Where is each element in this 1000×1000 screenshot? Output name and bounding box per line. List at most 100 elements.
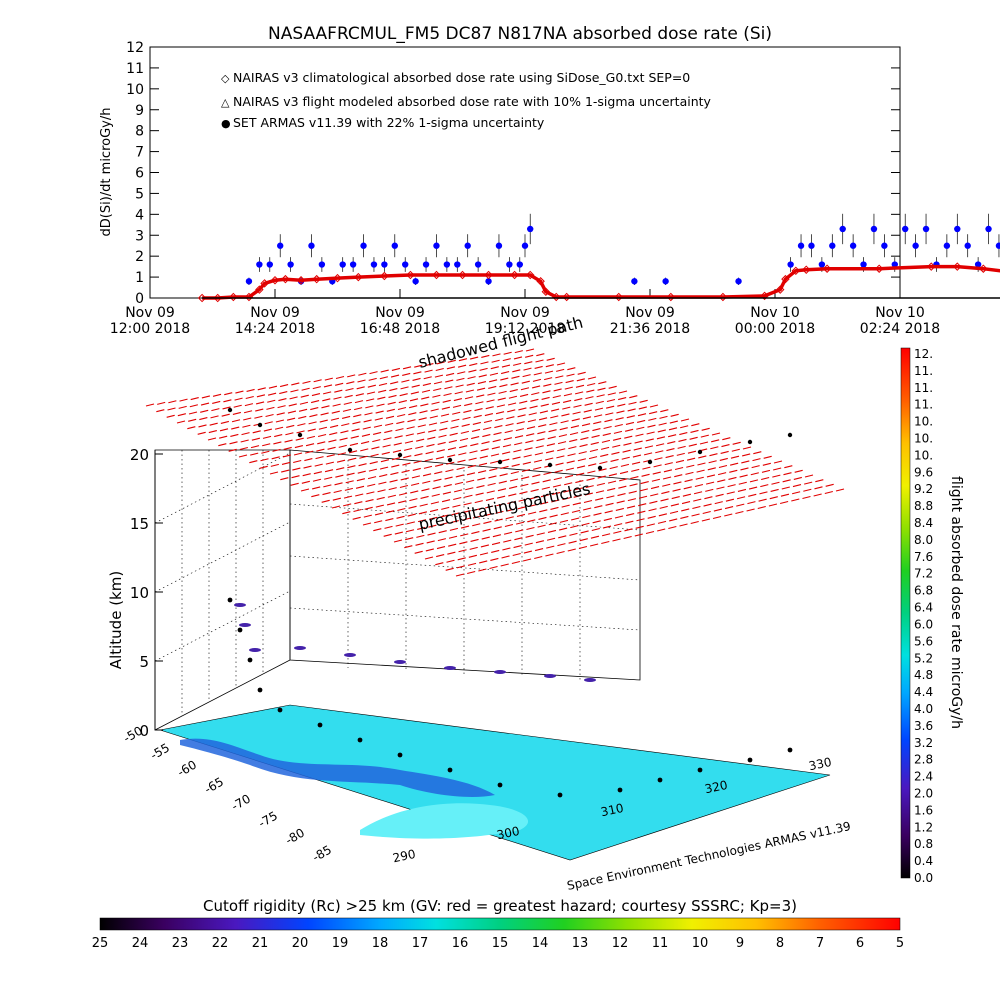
- particle-mark: [323, 384, 333, 388]
- particle-mark: [240, 439, 249, 443]
- particle-mark: [296, 430, 305, 434]
- particle-mark: [401, 379, 410, 383]
- particle-mark: [354, 400, 364, 404]
- particle-mark: [489, 468, 498, 472]
- nairas-clim-point: [525, 270, 535, 280]
- particle-mark: [438, 434, 447, 438]
- particle-mark: [207, 437, 217, 441]
- colorbar-right-tick: 5.6: [914, 634, 933, 648]
- particle-mark: [429, 516, 438, 520]
- particle-mark: [690, 429, 699, 433]
- particle-mark: [412, 467, 421, 471]
- particle-mark: [546, 357, 555, 361]
- particle-mark: [663, 469, 673, 473]
- armas-point: [797, 242, 805, 249]
- particle-mark: [512, 369, 521, 373]
- particle-mark: [608, 385, 617, 389]
- particle-mark: [336, 467, 345, 471]
- particle-mark: [343, 503, 352, 507]
- flight-path-mark-top: [347, 447, 353, 453]
- particle-mark: [464, 403, 473, 407]
- particle-mark: [634, 533, 643, 537]
- colorbar-right-tick: 2.4: [914, 770, 933, 784]
- particle-mark: [367, 384, 376, 388]
- particle-mark: [700, 434, 709, 438]
- particle-mark: [480, 361, 489, 365]
- particle-mark: [188, 411, 198, 415]
- z-tick-label: 20: [130, 446, 149, 464]
- particle-mark: [626, 513, 635, 517]
- particle-mark: [689, 436, 698, 440]
- particle-mark: [568, 540, 577, 544]
- particle-mark: [532, 474, 541, 478]
- particle-mark: [179, 398, 188, 402]
- particle-mark: [463, 409, 472, 413]
- particle-mark: [302, 380, 311, 384]
- particle-mark: [531, 481, 540, 485]
- particle-mark: [383, 437, 392, 441]
- particle-mark: [267, 392, 277, 396]
- particle-mark: [465, 487, 474, 491]
- particle-mark: [525, 440, 534, 444]
- particle-mark: [456, 377, 465, 381]
- particle-mark: [661, 491, 670, 495]
- particle-mark: [274, 426, 284, 430]
- particle-mark: [548, 429, 557, 433]
- z-axis-label: Altitude (km): [107, 571, 125, 669]
- armas-point: [922, 225, 930, 233]
- particle-mark: [425, 548, 434, 552]
- flight-path-mark-low: [247, 657, 253, 663]
- particle-mark: [717, 479, 726, 483]
- particle-mark: [742, 446, 752, 450]
- particle-mark: [642, 466, 651, 470]
- particle-mark: [580, 436, 589, 441]
- particle-mark: [252, 430, 261, 434]
- particle-mark: [721, 444, 730, 448]
- particle-mark: [422, 473, 432, 477]
- particle-mark: [507, 402, 517, 406]
- particle-mark: [487, 482, 496, 486]
- flight-path-mark-low: [317, 722, 323, 728]
- particle-mark: [475, 401, 484, 405]
- particle-mark: [243, 417, 252, 421]
- particle-mark: [637, 413, 647, 417]
- particle-mark: [596, 482, 605, 486]
- particle-mark: [339, 437, 348, 441]
- particle-mark: [531, 385, 541, 389]
- particle-mark: [251, 437, 260, 441]
- particle-mark: [483, 520, 492, 524]
- particle-mark: [493, 526, 502, 530]
- particle-mark: [397, 406, 407, 411]
- particle-mark: [435, 367, 444, 372]
- particle-mark: [551, 401, 561, 405]
- particle-mark: [324, 476, 333, 480]
- particle-mark: [502, 358, 511, 362]
- armas-point: [985, 225, 992, 233]
- particle-mark: [569, 439, 578, 443]
- particle-mark: [587, 470, 596, 474]
- particle-mark: [411, 475, 421, 479]
- particle-mark: [362, 426, 371, 430]
- particle-mark: [234, 397, 243, 401]
- particle-mark: [649, 404, 659, 408]
- particle-mark: [567, 548, 576, 552]
- particle-mark: [595, 490, 605, 494]
- particle-mark: [547, 529, 557, 534]
- particle-mark: [645, 530, 655, 535]
- particle-mark: [724, 513, 733, 517]
- particle-mark: [446, 461, 455, 465]
- particle-mark: [612, 437, 622, 441]
- particle-mark: [323, 391, 332, 395]
- particle-mark: [442, 399, 451, 403]
- flight-path-mark-top: [547, 462, 553, 468]
- particle-mark: [503, 539, 512, 543]
- particle-mark: [369, 371, 378, 375]
- particle-mark: [479, 367, 488, 371]
- particle-mark: [421, 389, 431, 393]
- particle-mark: [501, 364, 511, 368]
- particle-mark: [545, 364, 554, 368]
- particle-mark: [523, 367, 532, 371]
- particle-mark: [654, 457, 663, 461]
- floor-land: [360, 803, 529, 839]
